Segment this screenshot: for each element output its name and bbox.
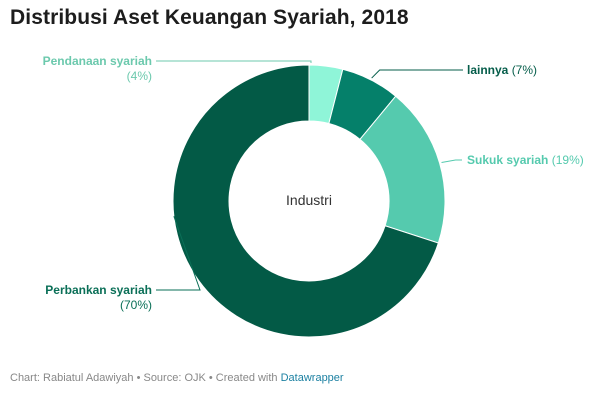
label-value-pendanaan-syariah: (4%) [127, 69, 152, 83]
leader-lines [156, 60, 463, 291]
slice-perbankan-syariah[interactable] [172, 64, 439, 338]
label-pendanaan-syariah: Pendanaan syariah (4%) [43, 54, 152, 83]
leader-line-pendanaan-syariah [156, 60, 312, 63]
label-value-sukuk-syariah: (19%) [552, 153, 584, 167]
label-perbankan-syariah: Perbankan syariah (70%) [45, 283, 152, 312]
label-name-perbankan-syariah: Perbankan syariah [45, 283, 152, 297]
label-name-pendanaan-syariah: Pendanaan syariah [43, 54, 152, 68]
label-value-lainnya: (7%) [512, 63, 537, 77]
footer-credit: Chart: Rabiatul Adawiyah • Source: OJK •… [10, 372, 281, 384]
datawrapper-link[interactable]: Datawrapper [280, 372, 344, 384]
leader-line-lainnya [371, 69, 463, 79]
leader-line-perbankan-syariah [156, 216, 201, 291]
chart-title: Distribusi Aset Keuangan Syariah, 2018 [10, 6, 409, 29]
label-value-perbankan-syariah: (70%) [120, 298, 152, 312]
donut-slices [172, 64, 446, 338]
center-label: Industri [286, 192, 332, 208]
leader-line-sukuk-syariah [441, 159, 462, 163]
label-lainnya: lainnya (7%) [467, 63, 537, 77]
chart-footer: Chart: Rabiatul Adawiyah • Source: OJK •… [10, 372, 344, 384]
label-sukuk-syariah: Sukuk syariah (19%) [467, 153, 584, 167]
label-name-lainnya: lainnya [467, 63, 512, 77]
slice-labels: Pendanaan syariah (4%) lainnya (7%) Sukuk s… [43, 54, 584, 312]
label-name-sukuk-syariah: Sukuk syariah [467, 153, 552, 167]
